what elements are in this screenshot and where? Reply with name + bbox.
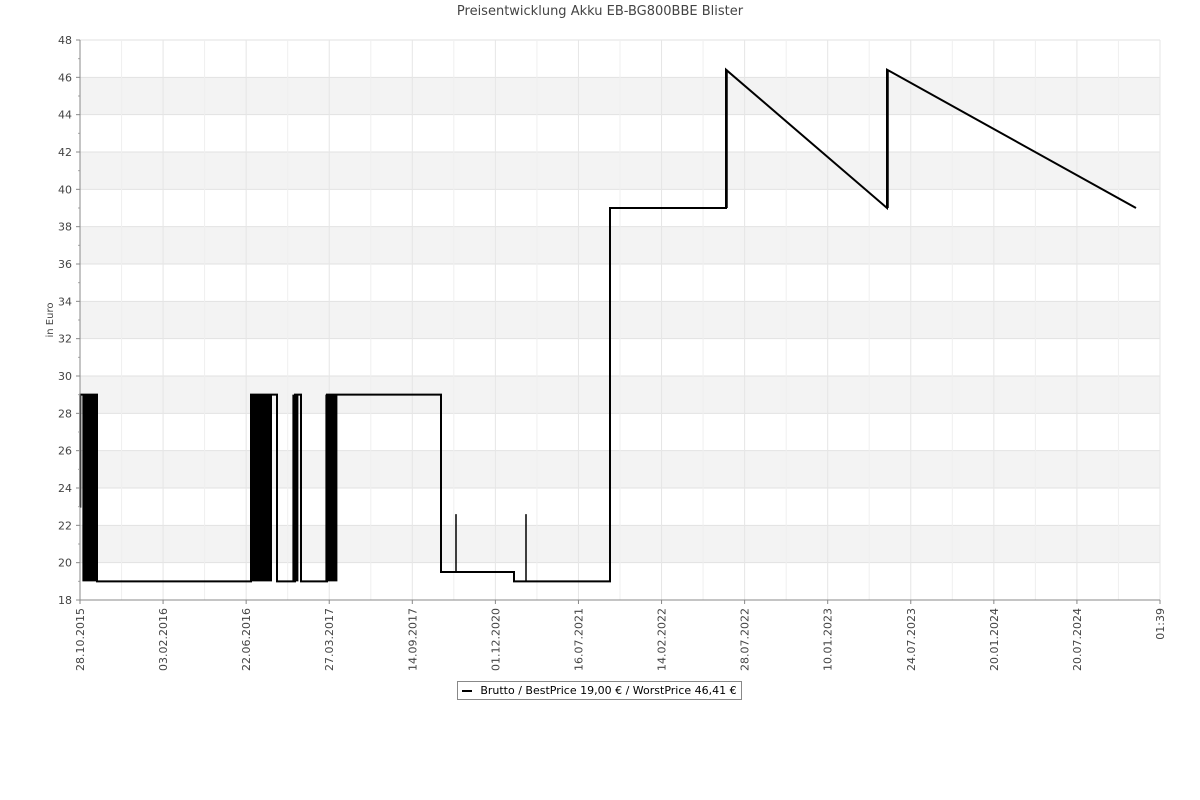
- y-tick-label: 44: [58, 109, 72, 122]
- y-tick-label: 40: [58, 183, 72, 196]
- x-tick-label: 20.01.2024: [988, 608, 1001, 671]
- y-tick-label: 26: [58, 445, 72, 458]
- x-tick-label: 03.02.2016: [157, 608, 170, 671]
- x-tick-label: 14.09.2017: [406, 608, 419, 671]
- x-tick-label: 24.07.2023: [905, 608, 918, 671]
- y-axis-label: in Euro: [45, 303, 56, 338]
- x-tick-label: 10.01.2023: [822, 608, 835, 671]
- y-tick-label: 42: [58, 146, 72, 159]
- series-line: [79, 67, 1137, 583]
- x-tick-label: 27.03.2017: [323, 608, 336, 671]
- x-tick-label: 22.06.2016: [240, 608, 253, 671]
- y-tick-label: 30: [58, 370, 72, 383]
- x-tick-labels: 28.10.2015 03.02.2016 22.06.2016 27.03.2017…: [74, 608, 1167, 671]
- y-tick-label: 46: [58, 71, 72, 84]
- axes: [76, 39, 1161, 604]
- legend-swatch: [462, 689, 473, 692]
- x-tick-label: 20.07.2024: [1071, 608, 1084, 671]
- y-tick-label: 48: [58, 34, 72, 47]
- x-tick-label: 28.10.2015: [74, 608, 87, 671]
- x-tick-label: 01:39: [1154, 608, 1167, 640]
- y-tick-label: 20: [58, 557, 72, 570]
- series-oscillation: [325, 394, 338, 582]
- legend: Brutto / BestPrice 19,00 € / WorstPrice …: [457, 681, 742, 700]
- x-tick-label: 01.12.2020: [489, 608, 502, 671]
- series-oscillation: [292, 394, 299, 582]
- y-tick-label: 32: [58, 333, 72, 346]
- x-tick-label: 14.02.2022: [656, 608, 669, 671]
- series-lines: [79, 67, 1137, 583]
- chart-title: Preisentwicklung Akku EB-BG800BBE Bliste…: [456, 4, 744, 19]
- y-tick-label: 18: [58, 594, 72, 607]
- y-tick-label: 34: [58, 295, 72, 308]
- legend-label: Brutto / BestPrice 19,00 € / WorstPrice …: [480, 684, 737, 697]
- x-tick-label: 16.07.2021: [572, 608, 585, 671]
- y-tick-label: 36: [58, 258, 72, 271]
- y-tick-labels: 18 20 22 24 26 28 30 32 34 36 38 40 42 44 46 48: [58, 34, 72, 607]
- y-tick-label: 28: [58, 407, 72, 420]
- series-oscillation: [250, 394, 272, 582]
- x-tick-label: 28.07.2022: [739, 608, 752, 671]
- series-oscillation: [82, 394, 97, 582]
- y-tick-label: 22: [58, 519, 72, 532]
- y-tick-label: 38: [58, 221, 72, 234]
- y-tick-label: 24: [58, 482, 72, 495]
